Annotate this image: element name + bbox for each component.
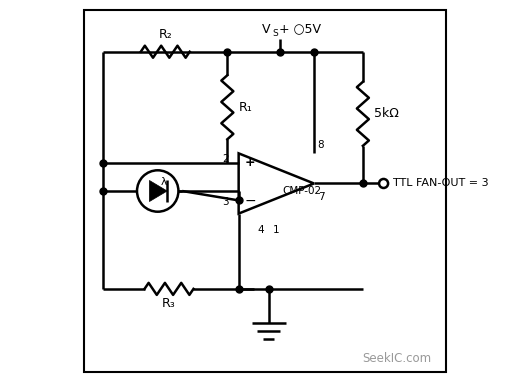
Text: 2: 2 xyxy=(223,154,229,164)
Text: +: + xyxy=(245,156,255,169)
Text: 5kΩ: 5kΩ xyxy=(374,107,399,120)
Text: 3: 3 xyxy=(223,197,229,207)
Text: S: S xyxy=(272,29,278,38)
Text: R₁: R₁ xyxy=(238,101,252,114)
Text: −: − xyxy=(244,193,256,207)
Text: 7: 7 xyxy=(317,192,324,202)
Text: SeekIC.com: SeekIC.com xyxy=(362,352,431,365)
Text: 1: 1 xyxy=(273,225,280,235)
Text: 8: 8 xyxy=(317,139,324,150)
Text: CMP-02: CMP-02 xyxy=(282,186,322,196)
Text: λ: λ xyxy=(160,176,166,186)
Text: V: V xyxy=(262,23,271,36)
Text: 4: 4 xyxy=(258,225,264,235)
Text: + ○5V: + ○5V xyxy=(279,23,321,36)
Text: TTL FAN-OUT = 3: TTL FAN-OUT = 3 xyxy=(393,178,489,188)
Text: R₃: R₃ xyxy=(162,298,176,311)
Text: R₂: R₂ xyxy=(158,28,172,41)
Polygon shape xyxy=(149,180,167,202)
